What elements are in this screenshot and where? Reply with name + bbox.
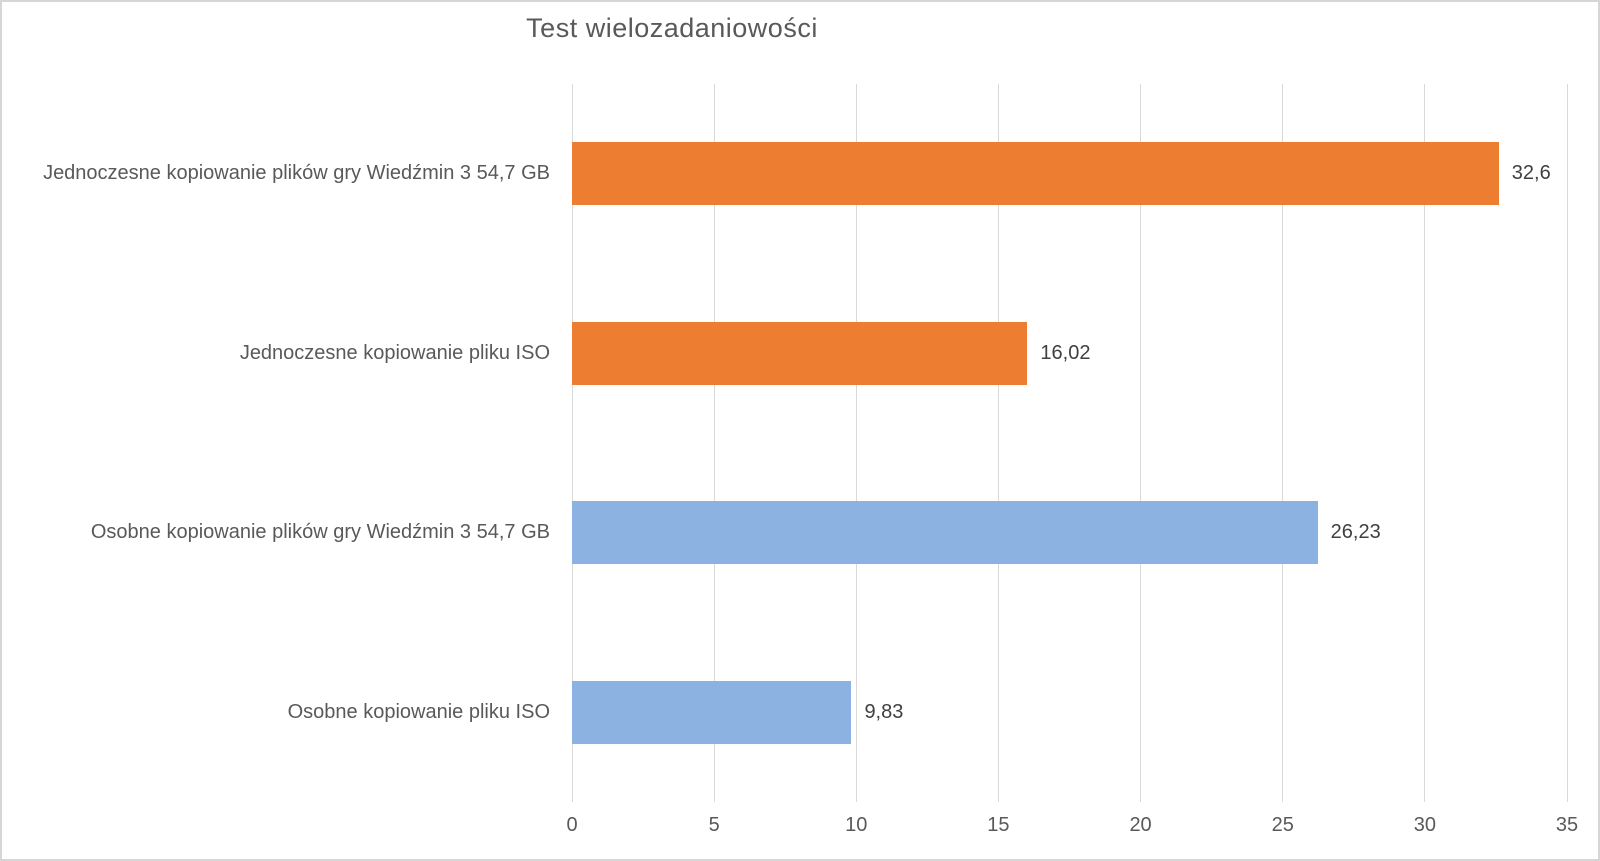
x-tick-label: 35 [1555,814,1579,836]
x-tick-label: 20 [1129,814,1152,836]
x-tick-label: 5 [708,814,720,836]
gridline [997,84,999,802]
bar [572,501,1318,565]
value-label: 16,02 [1040,341,1091,364]
gridline [855,84,857,802]
value-label: 26,23 [1330,521,1381,544]
gridline [1140,84,1142,802]
category-axis: Jednoczesne kopiowanie plików gry Wiedźm… [10,84,550,802]
x-tick-label: 30 [1413,814,1436,836]
bar [572,321,1028,385]
chart-title: Test wielozadaniowości [526,13,818,43]
gridline [1566,84,1568,802]
x-tick-label: 10 [845,814,868,836]
value-label: 32,6 [1511,162,1551,185]
category-label: Jednoczesne kopiowanie plików gry Wiedźm… [43,162,550,185]
x-tick-label: 0 [566,814,578,836]
plot-area: 32,6 16,02 26,23 9,83 [571,84,1568,802]
x-tick-label: 25 [1271,814,1294,836]
bar [572,680,852,744]
category-label: Jednoczesne kopiowanie pliku ISO [239,341,550,364]
gridline [571,84,573,802]
value-label: 9,83 [864,700,904,723]
gridline [713,84,715,802]
gridline [1282,84,1284,802]
bar [572,142,1499,206]
gridline [1424,84,1426,802]
x-axis: 0 5 10 15 20 25 30 35 [566,802,1578,847]
x-tick-label: 15 [987,814,1010,836]
category-label: Osobne kopiowanie pliku ISO [287,700,550,723]
category-label: Osobne kopiowanie plików gry Wiedźmin 3 … [90,521,550,544]
